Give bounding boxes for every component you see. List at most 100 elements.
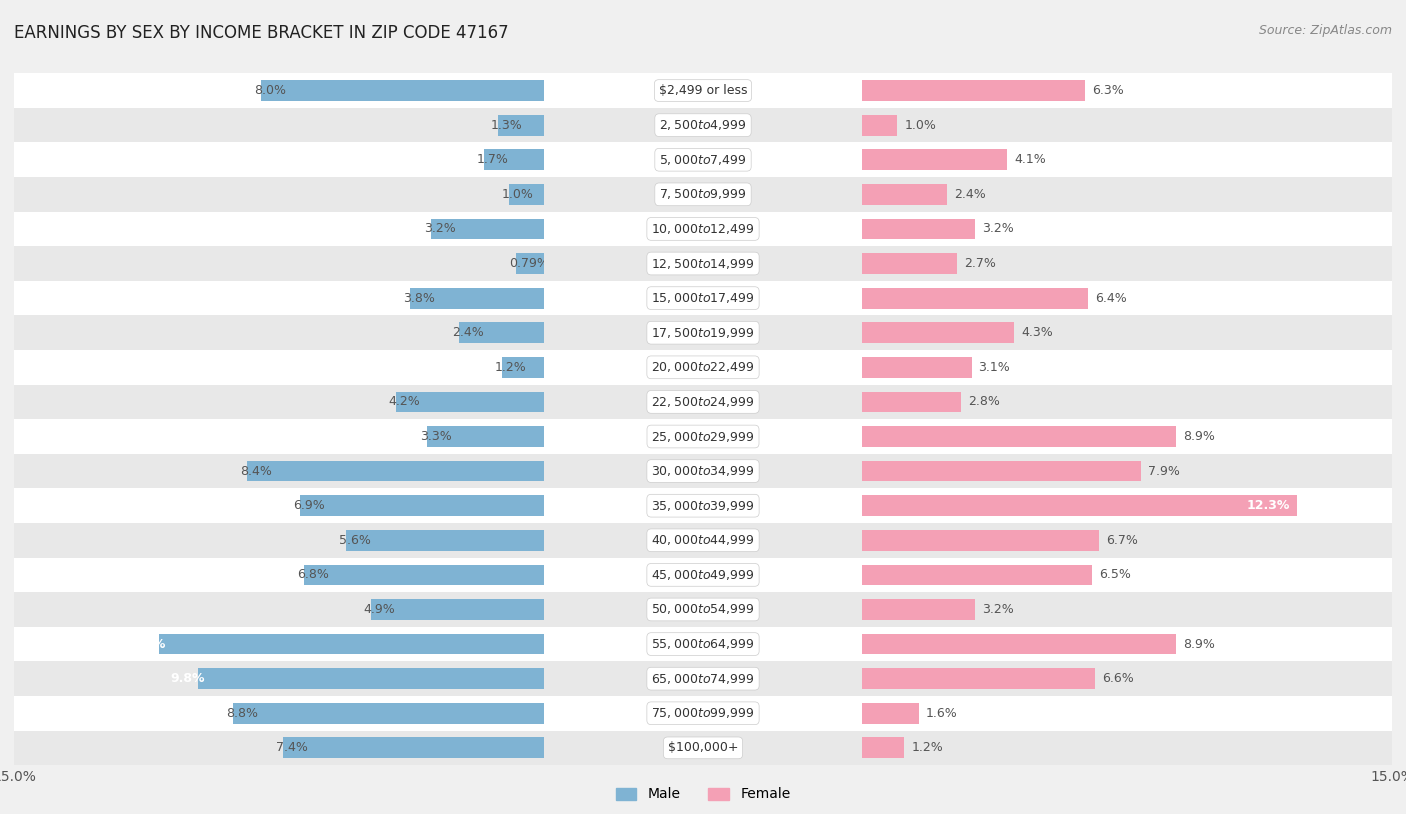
Bar	[862, 565, 1091, 585]
Bar	[0, 593, 1406, 627]
Bar	[862, 426, 1177, 447]
Text: $100,000+: $100,000+	[668, 742, 738, 755]
Text: 1.2%: 1.2%	[911, 742, 943, 755]
Bar	[427, 426, 544, 447]
Bar	[862, 461, 1142, 481]
Text: 3.2%: 3.2%	[423, 222, 456, 235]
Text: 6.6%: 6.6%	[1102, 672, 1135, 685]
Text: 3.1%: 3.1%	[979, 361, 1011, 374]
Bar	[0, 212, 1406, 246]
Bar	[432, 218, 544, 239]
Text: 10.9%: 10.9%	[122, 637, 166, 650]
Bar	[0, 107, 1406, 142]
Bar	[862, 253, 957, 274]
Bar	[0, 73, 1406, 107]
Bar	[0, 315, 1406, 350]
Bar	[862, 633, 1177, 654]
Bar	[0, 384, 1406, 419]
Text: 4.1%: 4.1%	[1014, 153, 1046, 166]
Text: 6.9%: 6.9%	[294, 499, 325, 512]
Text: $2,499 or less: $2,499 or less	[659, 84, 747, 97]
Bar	[301, 495, 544, 516]
Bar	[0, 593, 1406, 627]
Text: $15,000 to $17,499: $15,000 to $17,499	[651, 291, 755, 305]
Bar	[516, 253, 544, 274]
Bar	[0, 246, 1406, 281]
Bar	[0, 627, 1406, 661]
Bar	[0, 558, 1406, 593]
Bar	[862, 392, 960, 412]
Text: 2.8%: 2.8%	[967, 396, 1000, 409]
Bar	[0, 453, 1406, 488]
Text: 7.9%: 7.9%	[1149, 465, 1180, 478]
Text: $10,000 to $12,499: $10,000 to $12,499	[651, 222, 755, 236]
Text: 4.2%: 4.2%	[388, 396, 420, 409]
Bar	[262, 80, 544, 101]
Bar	[233, 703, 544, 724]
Bar	[304, 565, 544, 585]
Bar	[502, 357, 544, 378]
Bar	[862, 184, 946, 205]
Bar	[862, 737, 904, 759]
Bar	[0, 558, 1406, 593]
Bar	[247, 461, 544, 481]
Text: $12,500 to $14,999: $12,500 to $14,999	[651, 256, 755, 270]
Bar	[0, 281, 1406, 315]
Text: $17,500 to $19,999: $17,500 to $19,999	[651, 326, 755, 339]
Text: $5,000 to $7,499: $5,000 to $7,499	[659, 153, 747, 167]
Bar	[0, 384, 1406, 419]
Text: 8.0%: 8.0%	[254, 84, 287, 97]
Bar	[0, 661, 1406, 696]
Bar	[0, 419, 1406, 453]
Text: 8.8%: 8.8%	[226, 707, 259, 720]
Bar	[862, 495, 1296, 516]
Bar	[159, 633, 544, 654]
Bar	[0, 350, 1406, 384]
Bar	[862, 80, 1084, 101]
Bar	[0, 593, 1406, 627]
Text: 2.4%: 2.4%	[453, 326, 484, 339]
Bar	[862, 357, 972, 378]
Bar	[0, 142, 1406, 177]
Bar	[0, 212, 1406, 246]
Text: 6.5%: 6.5%	[1098, 568, 1130, 581]
Bar	[0, 419, 1406, 453]
Bar	[0, 731, 1406, 765]
Text: 7.4%: 7.4%	[276, 742, 308, 755]
Bar	[0, 488, 1406, 523]
Text: 1.0%: 1.0%	[904, 119, 936, 132]
Bar	[862, 599, 974, 620]
Text: 6.8%: 6.8%	[297, 568, 329, 581]
Bar	[283, 737, 544, 759]
Text: $2,500 to $4,999: $2,500 to $4,999	[659, 118, 747, 132]
Bar	[0, 107, 1406, 142]
Bar	[0, 315, 1406, 350]
Text: $45,000 to $49,999: $45,000 to $49,999	[651, 568, 755, 582]
Bar	[862, 322, 1014, 344]
Bar	[409, 287, 544, 309]
Bar	[460, 322, 544, 344]
Bar	[862, 703, 918, 724]
Text: $30,000 to $34,999: $30,000 to $34,999	[651, 464, 755, 478]
Bar	[0, 73, 1406, 107]
Bar	[0, 558, 1406, 593]
Text: 1.3%: 1.3%	[491, 119, 523, 132]
Bar	[0, 488, 1406, 523]
Bar	[862, 218, 974, 239]
Bar	[0, 281, 1406, 315]
Text: EARNINGS BY SEX BY INCOME BRACKET IN ZIP CODE 47167: EARNINGS BY SEX BY INCOME BRACKET IN ZIP…	[14, 24, 509, 42]
Bar	[371, 599, 544, 620]
Text: 1.7%: 1.7%	[477, 153, 509, 166]
Text: $22,500 to $24,999: $22,500 to $24,999	[651, 395, 755, 409]
Bar	[484, 149, 544, 170]
Text: 3.2%: 3.2%	[983, 603, 1014, 616]
Bar	[0, 384, 1406, 419]
Bar	[0, 246, 1406, 281]
Bar	[0, 212, 1406, 246]
Bar	[0, 731, 1406, 765]
Text: 2.7%: 2.7%	[965, 257, 997, 270]
Bar	[862, 115, 897, 135]
Text: 3.8%: 3.8%	[402, 291, 434, 304]
Bar	[0, 350, 1406, 384]
Text: 0.79%: 0.79%	[509, 257, 548, 270]
